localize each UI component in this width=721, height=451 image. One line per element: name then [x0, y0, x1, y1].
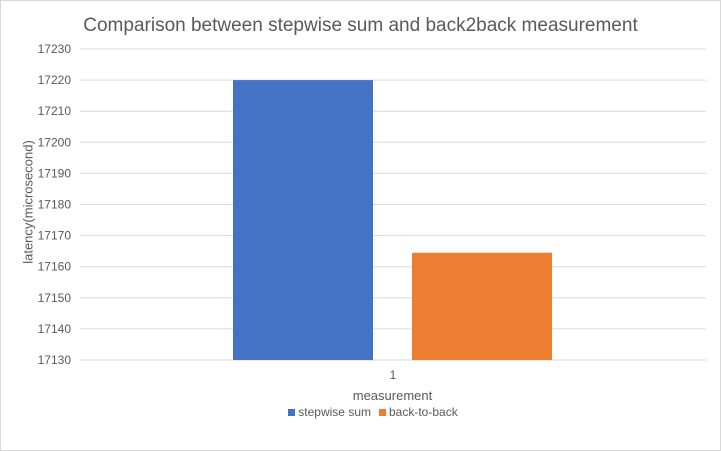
- legend-item-back-to-back: back-to-back: [379, 405, 458, 419]
- legend-label-stepwise-sum: stepwise sum: [298, 405, 371, 419]
- y-tick-label: 17150: [38, 291, 72, 305]
- legend-swatch-back-to-back: [379, 408, 386, 416]
- legend-label-back-to-back: back-to-back: [389, 405, 458, 419]
- legend-swatch-stepwise-sum: [288, 408, 296, 416]
- legend-item-stepwise-sum: stepwise sum: [288, 405, 371, 419]
- y-tick-label: 17130: [38, 353, 72, 367]
- x-axis-label: measurement: [352, 388, 433, 403]
- y-tick-label: 17190: [38, 166, 72, 180]
- y-tick-label: 17230: [38, 42, 72, 56]
- y-tick-label: 17220: [38, 73, 72, 87]
- y-tick-label: 17170: [38, 229, 72, 243]
- y-tick-label: 17160: [38, 260, 72, 274]
- y-tick-label: 17200: [38, 135, 72, 149]
- legend: stepwise sum back-to-back: [0, 405, 721, 419]
- bar-stepwise-sum: [233, 80, 373, 360]
- y-tick-label: 17140: [38, 322, 72, 336]
- bar-back-to-back: [412, 252, 552, 360]
- y-tick-label: 17180: [38, 198, 72, 212]
- y-tick-label: 17210: [38, 104, 72, 118]
- chart-title: Comparison between stepwise sum and back…: [83, 15, 638, 36]
- x-tick-label: 1: [390, 368, 397, 382]
